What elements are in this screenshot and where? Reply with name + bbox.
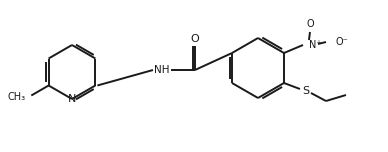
Text: O: O <box>191 34 199 44</box>
Text: O: O <box>306 19 314 29</box>
Text: NH: NH <box>154 65 170 75</box>
Text: N⁺: N⁺ <box>309 40 322 50</box>
Text: O⁻: O⁻ <box>336 37 349 47</box>
Text: S: S <box>302 86 310 96</box>
Text: N: N <box>68 94 76 104</box>
Text: CH₃: CH₃ <box>7 92 25 102</box>
